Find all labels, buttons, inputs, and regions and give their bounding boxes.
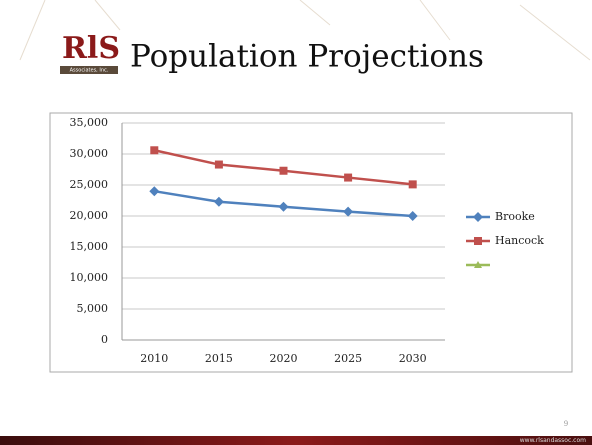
- y-tick-label: 20,000: [70, 209, 109, 222]
- y-tick-label: 10,000: [70, 271, 109, 284]
- marker: [474, 237, 482, 245]
- y-tick-label: 0: [101, 333, 108, 346]
- logo-mark: RlS: [62, 31, 120, 66]
- footer-bar: [0, 436, 592, 445]
- marker: [214, 160, 223, 169]
- decor: [19, 0, 591, 61]
- marker: [343, 206, 354, 217]
- marker: [344, 173, 353, 182]
- y-tick-label: 15,000: [70, 240, 109, 253]
- x-tick-label: 2010: [140, 352, 168, 365]
- marker: [149, 186, 160, 197]
- marker: [474, 261, 482, 268]
- legend-label: Brooke: [495, 210, 535, 223]
- x-tick-label: 2015: [205, 352, 233, 365]
- x-tick-label: 2025: [334, 352, 362, 365]
- marker: [278, 201, 289, 212]
- marker: [408, 180, 417, 189]
- y-tick-label: 5,000: [77, 302, 109, 315]
- plot: 0 5,000 10,000 15,000 20,000 25,000 30,000 35,0…: [70, 116, 545, 365]
- marker: [213, 196, 224, 207]
- chart-frame: [49, 112, 573, 373]
- slide-title: Population Projections: [130, 39, 484, 75]
- legend-label: Hancock: [495, 234, 544, 247]
- logo-subtitle: Associates, Inc.: [70, 68, 109, 74]
- page-number: 9: [564, 420, 568, 428]
- x-tick-label: 2030: [399, 352, 427, 365]
- y-tick-label: 25,000: [70, 178, 109, 191]
- logo-band: [60, 66, 118, 74]
- marker: [473, 212, 483, 222]
- marker: [150, 146, 159, 155]
- marker: [279, 166, 288, 175]
- x-tick-label: 2020: [270, 352, 298, 365]
- marker: [407, 211, 418, 221]
- footer-url: www.rlsandassoc.com: [520, 437, 586, 444]
- y-tick-label: 30,000: [70, 147, 109, 160]
- y-tick-label: 35,000: [70, 116, 109, 129]
